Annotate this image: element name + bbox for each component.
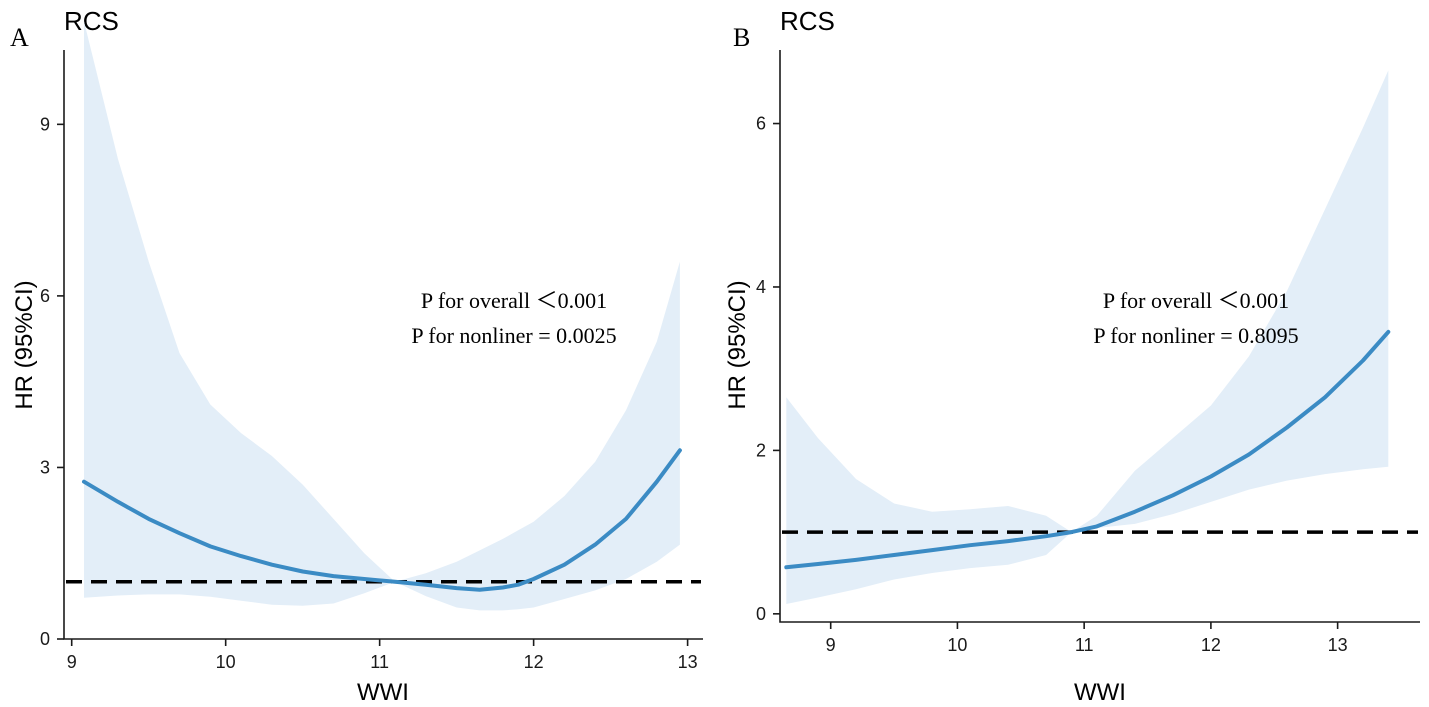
panel-a-x-ticks: 9 10 11 12 13 [67,639,698,672]
panel-b-y-axis-label: HR (95%CI) [724,280,751,409]
panel-a-y-axis-label: HR (95%CI) [11,280,38,409]
panel-a-y-ticks: 0 3 6 9 [40,114,64,649]
panel-a: A RCS 9 10 11 12 13 0 3 6 9 WWI HR (95%CI) P fo… [10,6,703,706]
panel-b-y-ticks: 0 2 4 6 [756,114,780,624]
panel-a-y-tick-label: 6 [40,286,50,306]
panel-a-x-tick-label: 12 [524,652,544,672]
panel-b-x-tick-label: 12 [1201,635,1221,655]
panel-a-label: A [10,23,29,52]
panel-a-y-tick-label: 3 [40,457,50,477]
panel-b-x-tick-label: 11 [1075,635,1094,655]
panel-a-hr-curve [82,448,682,592]
panel-b-hr-curve [784,329,1391,570]
panel-b-axes [779,50,1420,623]
panel-b-y-tick-label: 2 [756,440,766,460]
panel-a-y-tick-label: 9 [40,114,50,134]
panel-a-p-overall: P for overall ＜0.001 [421,288,607,313]
panel-b: B RCS 9 10 11 12 13 0 2 4 6 WWI HR (95%CI) P fo… [724,6,1420,706]
panel-b-confidence-band [786,70,1389,604]
panel-b-x-tick-label: 10 [947,635,967,655]
panel-b-title: RCS [780,6,835,36]
panel-b-x-axis-label: WWI [1074,679,1126,706]
panel-b-y-tick-label: 6 [756,114,766,134]
panel-b-x-tick-label: 13 [1328,635,1348,655]
panel-a-y-tick-label: 0 [40,629,50,649]
panel-a-x-tick-label: 9 [67,652,77,672]
panel-b-y-tick-label: 0 [756,604,766,624]
panel-a-x-tick-label: 11 [370,652,389,672]
panel-b-y-tick-label: 4 [756,277,766,297]
panel-a-x-axis-label: WWI [357,679,409,706]
panel-a-confidence-band [84,21,680,611]
panel-b-p-overall: P for overall ＜0.001 [1103,288,1289,313]
panel-a-p-nonlinear: P for nonliner = 0.0025 [411,323,616,348]
panel-a-x-tick-label: 10 [216,652,236,672]
panel-b-x-tick-label: 9 [826,635,836,655]
panel-b-label: B [733,23,750,52]
panel-b-x-ticks: 9 10 11 12 13 [826,622,1348,655]
panel-a-title: RCS [64,6,119,36]
panel-b-p-nonlinear: P for nonliner = 0.8095 [1093,323,1298,348]
panel-a-x-tick-label: 13 [678,652,698,672]
